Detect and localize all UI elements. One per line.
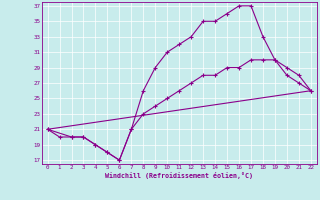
X-axis label: Windchill (Refroidissement éolien,°C): Windchill (Refroidissement éolien,°C) — [105, 172, 253, 179]
